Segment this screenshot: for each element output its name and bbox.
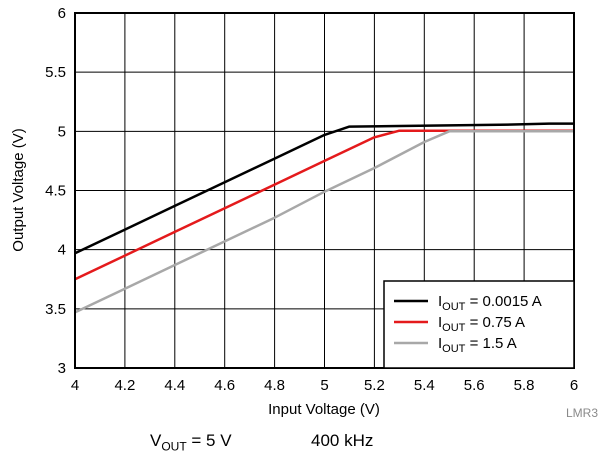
legend-entry-label: IOUT = 0.0015 A xyxy=(438,293,542,313)
x-tick-label: 5.8 xyxy=(514,377,535,394)
plot-frame xyxy=(74,12,575,369)
y-tick-labels: 3 3.5 4 4.5 5 5.5 6 xyxy=(45,5,66,377)
series-line-1 xyxy=(74,129,574,281)
x-tick-label: 5.4 xyxy=(414,377,435,394)
vout-label: VOUT = 5 V xyxy=(150,431,232,453)
y-tick-label: 5.5 xyxy=(45,64,66,81)
frequency-label: 400 kHz xyxy=(311,431,374,450)
legend-box xyxy=(383,280,575,369)
x-axis-label: Input Voltage (V) xyxy=(268,401,380,418)
x-tick-label: 4.6 xyxy=(214,377,235,394)
legend-entry-label: IOUT = 1.5 A xyxy=(438,335,517,355)
x-tick-label: 6 xyxy=(570,377,578,394)
y-tick-label: 4.5 xyxy=(45,183,66,200)
x-tick-label: 5.6 xyxy=(464,377,485,394)
x-tick-label: 5 xyxy=(320,377,328,394)
x-tick-label: 4 xyxy=(71,377,79,394)
vout-prefix: V xyxy=(150,431,162,450)
y-axis-label: Output Voltage (V) xyxy=(10,128,27,251)
chart-annotation: LMR3 xyxy=(566,406,598,420)
vout-suffix: = 5 V xyxy=(186,431,232,450)
x-tick-label: 4.4 xyxy=(164,377,185,394)
x-tick-label: 4.2 xyxy=(114,377,135,394)
series-line-2 xyxy=(74,130,574,314)
y-tick-label: 6 xyxy=(58,5,66,22)
y-tick-label: 3 xyxy=(58,360,66,377)
x-tick-label: 4.8 xyxy=(264,377,285,394)
vout-sub: OUT xyxy=(161,439,187,454)
series-lines xyxy=(74,122,574,314)
y-tick-label: 4 xyxy=(58,242,66,259)
series-line-0 xyxy=(74,122,574,255)
legend-entry-label: IOUT = 0.75 A xyxy=(438,314,525,334)
y-tick-label: 5 xyxy=(58,123,66,140)
x-tick-label: 5.2 xyxy=(364,377,385,394)
y-tick-label: 3.5 xyxy=(45,301,66,318)
x-tick-labels: 4 4.2 4.4 4.6 4.8 5 5.2 5.4 5.6 5.8 6 xyxy=(71,377,578,394)
